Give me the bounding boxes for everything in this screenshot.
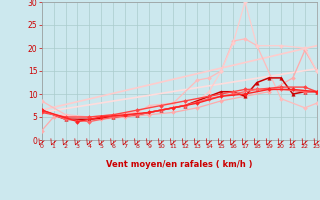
X-axis label: Vent moyen/en rafales ( km/h ): Vent moyen/en rafales ( km/h ) — [106, 160, 252, 169]
